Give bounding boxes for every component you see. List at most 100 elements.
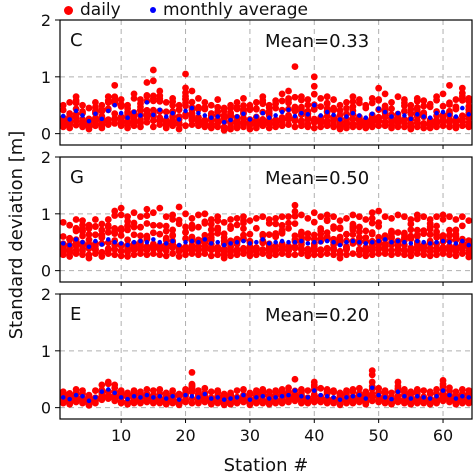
daily-point (214, 224, 222, 232)
daily-point (265, 107, 273, 115)
daily-point (446, 99, 453, 107)
monthly-average-point (266, 241, 272, 246)
daily-point (124, 236, 131, 244)
monthly-average-point (125, 242, 130, 248)
daily-point (272, 247, 280, 255)
monthly-average-point (138, 395, 143, 400)
daily-point (420, 227, 428, 235)
monthly-average-point (453, 241, 459, 246)
daily-point (336, 247, 344, 255)
monthly-average-point (266, 396, 272, 401)
daily-point (149, 397, 157, 405)
daily-point (156, 204, 164, 212)
daily-point (149, 106, 157, 114)
monthly-average-point (247, 397, 253, 402)
daily-point (259, 213, 267, 221)
daily-point (111, 251, 119, 259)
monthly-average-point (241, 238, 246, 244)
daily-point (265, 231, 273, 239)
daily-point (201, 98, 209, 106)
daily-point (72, 99, 80, 106)
daily-point (195, 119, 202, 126)
daily-point (433, 247, 440, 255)
monthly-average-point (118, 395, 124, 400)
panel-label: E (70, 304, 81, 325)
monthly-average-point (105, 387, 111, 392)
daily-point (201, 119, 209, 127)
daily-point (394, 396, 402, 403)
daily-point (452, 226, 460, 234)
monthly-average-point (215, 114, 221, 119)
daily-point (240, 219, 247, 227)
daily-point (433, 222, 440, 230)
daily-point (394, 245, 402, 253)
y-tick-label: 1 (41, 68, 51, 87)
daily-point (259, 388, 267, 396)
monthly-average-point (466, 112, 472, 117)
daily-point (233, 118, 241, 126)
daily-point (214, 245, 222, 253)
daily-point (207, 388, 215, 396)
daily-point (117, 96, 125, 103)
daily-point (92, 119, 99, 127)
daily-point (304, 246, 312, 253)
daily-point (330, 96, 337, 103)
daily-point (85, 123, 93, 130)
y-tick-label: 0 (41, 125, 51, 144)
monthly-average-point (421, 239, 427, 245)
daily-point (252, 224, 260, 232)
daily-point (439, 245, 447, 253)
monthly-average-point (163, 114, 169, 119)
daily-point (355, 228, 363, 236)
monthly-average-point (447, 392, 452, 398)
daily-point (285, 114, 292, 122)
daily-point (156, 251, 164, 259)
daily-point (149, 387, 157, 394)
daily-point (355, 223, 363, 231)
monthly-average-point (131, 393, 137, 399)
monthly-average-point (389, 396, 394, 402)
monthly-average-point (202, 237, 208, 242)
daily-point (368, 229, 376, 236)
daily-point (188, 87, 196, 95)
monthly-average-point (279, 238, 285, 244)
daily-point (407, 399, 415, 406)
daily-point (298, 246, 305, 254)
monthly-average-point (183, 392, 188, 398)
daily-point (458, 118, 466, 126)
daily-point (137, 100, 144, 107)
monthly-average-point (460, 105, 465, 111)
monthly-average-point (408, 241, 414, 246)
daily-point (143, 220, 151, 227)
daily-point (310, 209, 318, 217)
daily-point (304, 234, 312, 242)
daily-point (388, 247, 395, 255)
daily-point (433, 96, 440, 104)
daily-point (227, 123, 234, 130)
legend-monthly-marker (150, 7, 156, 13)
monthly-average-point (421, 395, 427, 400)
daily-point (92, 245, 99, 253)
monthly-average-point (402, 113, 407, 118)
monthly-average-point (421, 114, 427, 119)
daily-point (446, 226, 453, 234)
daily-point (220, 245, 228, 253)
daily-point (240, 120, 247, 128)
daily-point (149, 77, 157, 85)
daily-point (407, 226, 415, 234)
daily-point (117, 226, 125, 234)
monthly-average-point (311, 388, 317, 393)
daily-point (298, 117, 305, 125)
daily-point (388, 214, 395, 222)
daily-point (368, 219, 376, 227)
monthly-average-point (363, 241, 369, 246)
daily-point (220, 107, 228, 115)
daily-point (59, 246, 67, 254)
daily-point (98, 249, 106, 257)
monthly-average-point (138, 238, 143, 244)
daily-point (310, 118, 318, 126)
daily-point (130, 396, 138, 404)
monthly-average-point (241, 111, 246, 117)
daily-point (111, 384, 119, 392)
